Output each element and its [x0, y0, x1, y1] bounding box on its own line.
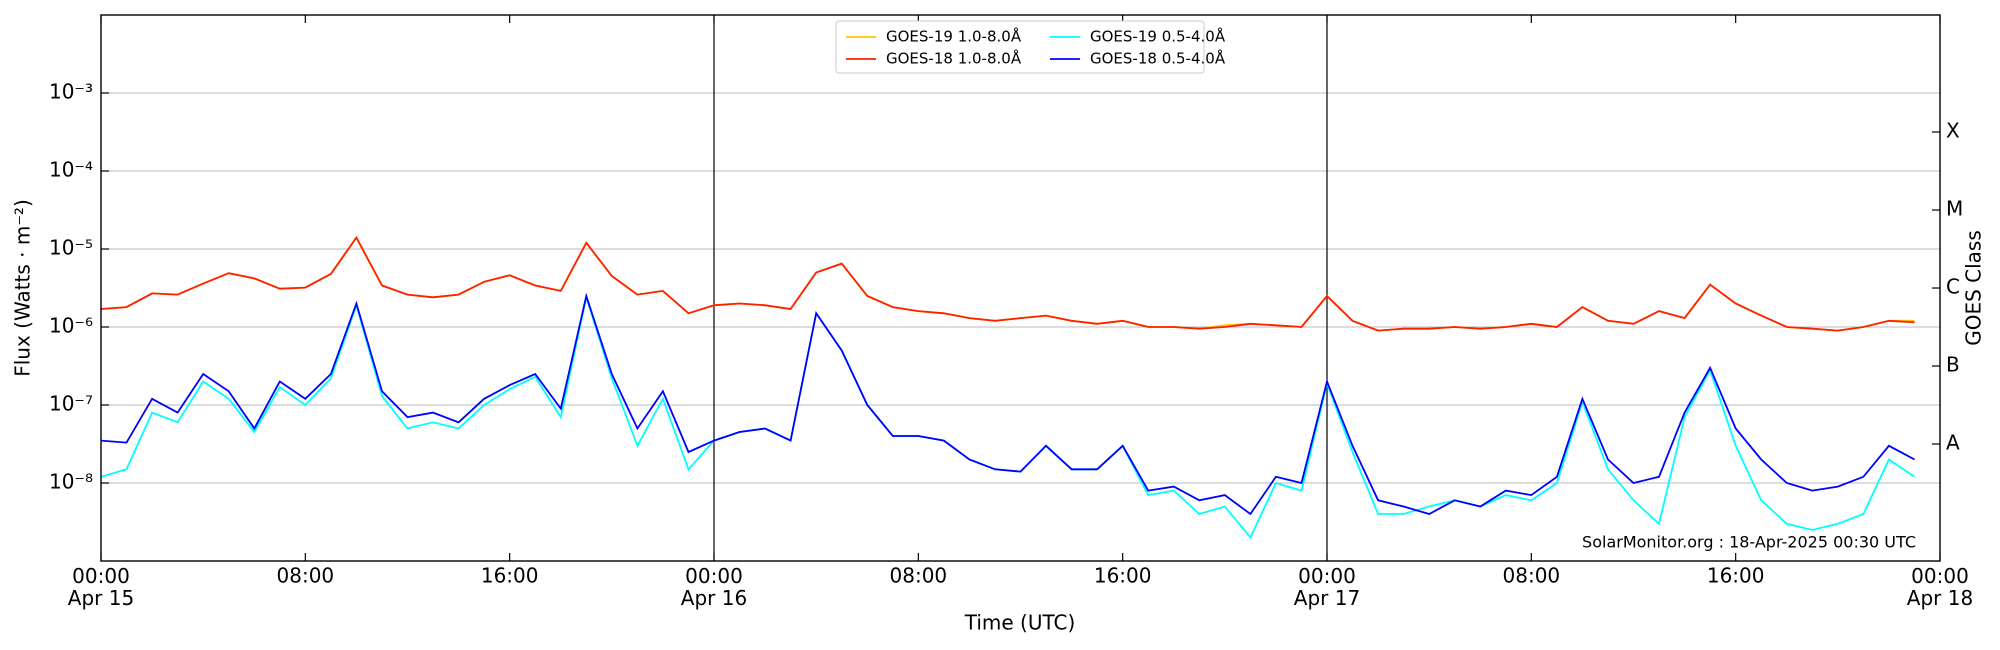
y-axis-label: Flux (Watts · m⁻²) — [11, 199, 35, 377]
x-tick-label: 08:00 — [277, 564, 335, 588]
x-tick-label: 16:00 — [1707, 564, 1765, 588]
legend-box — [835, 20, 1205, 74]
y2-axis-label: GOES Class — [1962, 230, 1986, 346]
x-tick-label: 00:00 Apr 15 — [68, 564, 134, 610]
series-line — [101, 292, 1915, 516]
y-tick-label: 10⁻³ — [49, 80, 93, 104]
x-tick-label: 00:00 Apr 17 — [1294, 564, 1360, 610]
y2-tick-label: A — [1946, 431, 1960, 455]
plot-frame — [100, 14, 1941, 562]
y-tick-label: 10⁻⁷ — [49, 392, 93, 416]
legend-label: GOES-18 0.5-4.0Å — [1090, 49, 1226, 68]
x-tick-label: 08:00 — [890, 564, 948, 588]
legend-label: GOES-19 1.0-8.0Å — [886, 27, 1022, 46]
x-tick-label: 16:00 — [481, 564, 539, 588]
legend-label: GOES-18 1.0-8.0Å — [886, 49, 1022, 68]
y2-tick-label: M — [1946, 197, 1963, 221]
y2-tick-label: X — [1946, 119, 1960, 143]
series-line — [101, 235, 1915, 332]
x-axis-label: Time (UTC) — [964, 611, 1076, 635]
x-tick-label: 00:00 Apr 18 — [1907, 564, 1973, 610]
y-tick-label: 10⁻⁴ — [49, 158, 93, 182]
y-tick-label: 10⁻⁸ — [49, 470, 93, 494]
series-line — [101, 235, 1915, 332]
legend-label: GOES-19 0.5-4.0Å — [1090, 27, 1226, 46]
series-line — [101, 293, 1916, 540]
x-tick-label: 00:00 Apr 16 — [681, 564, 747, 610]
y2-tick-label: B — [1946, 353, 1960, 377]
annotation: SolarMonitor.org : 18-Apr-2025 00:30 UTC — [1582, 533, 1916, 552]
y-tick-label: 10⁻⁶ — [49, 314, 93, 338]
y2-tick-label: C — [1946, 275, 1960, 299]
x-tick-label: 16:00 — [1094, 564, 1152, 588]
y-tick-label: 10⁻⁵ — [49, 236, 93, 260]
plot-lines — [101, 235, 1916, 540]
x-tick-label: 08:00 — [1503, 564, 1561, 588]
